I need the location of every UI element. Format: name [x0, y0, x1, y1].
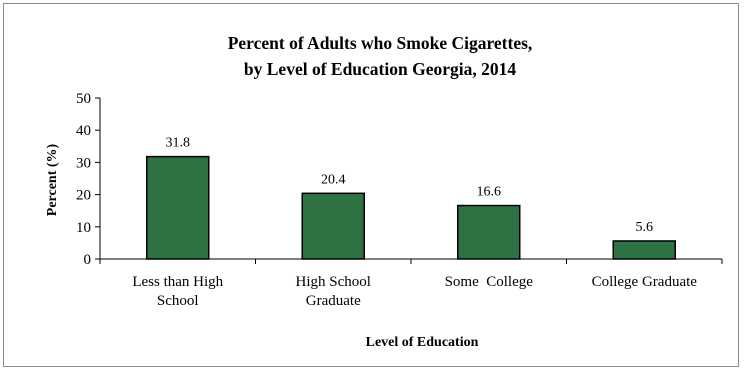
bar [301, 192, 365, 260]
data-label: 20.4 [321, 172, 346, 187]
chart-title-line1: Percent of Adults who Smoke Cigarettes, [228, 33, 533, 53]
x-tick-label: High School [296, 274, 371, 290]
data-label: 16.6 [477, 185, 502, 200]
plot-area: 0 10 20 30 40 50 31.8 Less than High School 20.4 H… [76, 91, 723, 309]
x-tick-label: Some College [445, 274, 534, 290]
y-tick-label: 10 [76, 220, 91, 236]
x-tick-label: School [157, 293, 199, 309]
y-axis-label: Percent (%) [45, 143, 60, 216]
bar [612, 240, 676, 260]
y-tick-label: 20 [76, 188, 91, 204]
x-axis-label: Level of Education [366, 335, 479, 350]
x-tick-label: Graduate [306, 293, 361, 309]
x-tick-label: Less than High [132, 274, 223, 290]
data-label: 5.6 [636, 220, 654, 235]
y-tick-label: 40 [76, 123, 91, 139]
chart-frame [3, 3, 739, 367]
data-label: 31.8 [166, 136, 191, 151]
y-tick-label: 0 [84, 252, 92, 268]
bar [146, 155, 210, 260]
chart-title-line2: by Level of Education Georgia, 2014 [244, 59, 516, 79]
x-tick-label: College Graduate [592, 274, 698, 290]
y-tick-label: 50 [76, 91, 91, 107]
y-tick-label: 30 [76, 155, 91, 171]
bar [457, 204, 521, 260]
